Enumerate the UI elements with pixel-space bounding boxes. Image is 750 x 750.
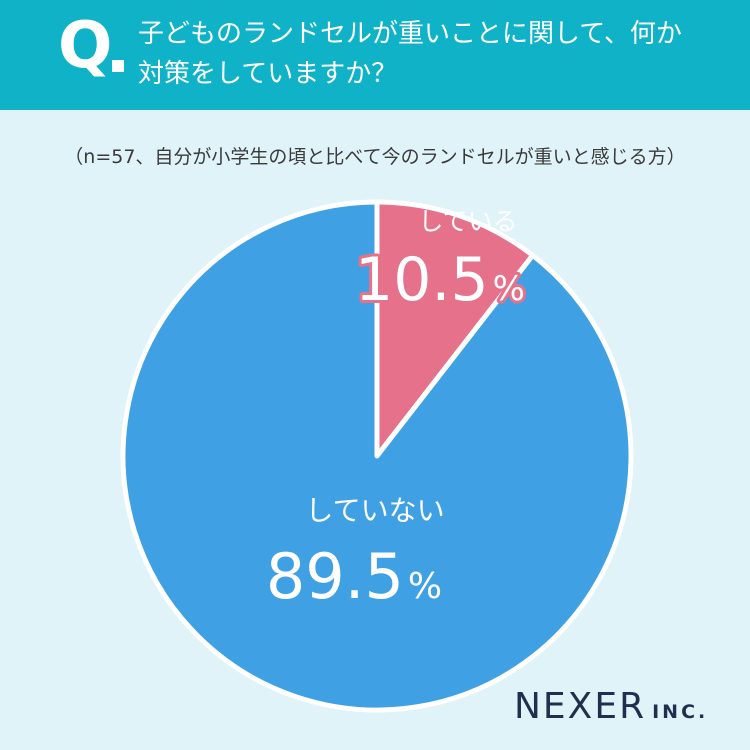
question-text: 子どものランドセルが重いことに関して、何か 対策をしていますか？ xyxy=(138,14,738,94)
q-mark: Q xyxy=(58,9,113,83)
slice-value-no: 89.5% xyxy=(266,540,442,613)
slice-label-no: していない xyxy=(305,494,444,527)
pie-slice-yes xyxy=(374,199,536,459)
question-header: Q 子どものランドセルが重いことに関して、何か 対策をしていますか？ xyxy=(0,0,750,110)
nexer-logo: NEXER INC. xyxy=(514,686,708,727)
logo-main: NEXER xyxy=(514,686,647,727)
pie-slice-no xyxy=(120,199,634,713)
question-line-2: 対策をしていますか？ xyxy=(138,59,398,89)
slice-label-yes: している xyxy=(418,207,517,236)
q-dot-shape xyxy=(112,60,124,72)
slice-value-yes: 10.5% xyxy=(355,245,525,315)
logo-sub: INC. xyxy=(652,701,709,723)
question-line-1: 子どものランドセルが重いことに関して、何か xyxy=(138,19,682,49)
sample-note: （n=57、自分が小学生の頃と比べて今のランドセルが重いと感じる方） xyxy=(64,146,686,168)
